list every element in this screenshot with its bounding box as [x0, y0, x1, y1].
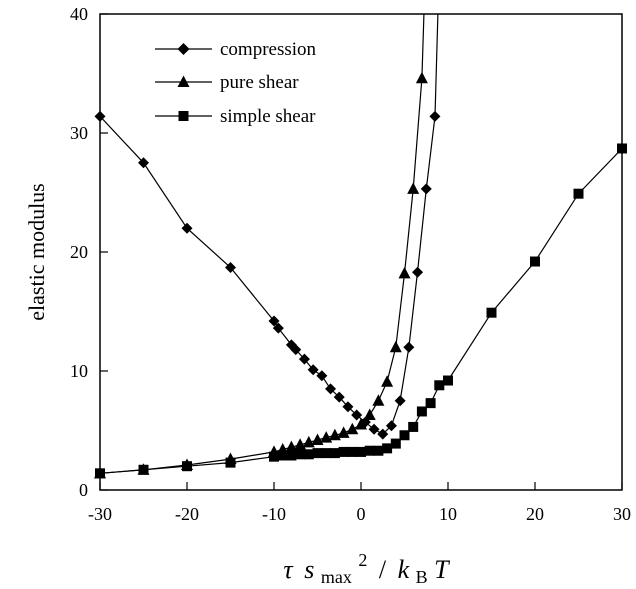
- legend: compression pure shear simple shear: [155, 39, 317, 127]
- point-simple-shear: [295, 449, 306, 460]
- point-simple-shear: [329, 448, 340, 459]
- x-axis-label-s: s: [304, 555, 314, 584]
- point-simple-shear: [434, 380, 445, 391]
- legend-item-pure-shear: pure shear: [155, 72, 299, 93]
- point-simple-shear: [225, 457, 236, 468]
- point-simple-shear: [312, 448, 323, 459]
- point-simple-shear: [486, 307, 497, 318]
- x-axis-label-k: k: [398, 555, 410, 584]
- x-axis-label-sub-b: B: [416, 567, 428, 587]
- point-simple-shear: [408, 421, 419, 432]
- legend-marker-compression: [177, 43, 190, 55]
- x-tick-label: 30: [613, 504, 631, 524]
- point-compression: [181, 222, 193, 234]
- x-axis-label-sup-2: 2: [358, 550, 367, 570]
- x-axis-label-slash: /: [379, 555, 387, 584]
- x-tick-label: 20: [526, 504, 544, 524]
- point-compression: [225, 261, 236, 273]
- point-compression: [316, 370, 328, 382]
- point-compression: [429, 110, 441, 122]
- x-axis-label-tau: τ: [283, 555, 294, 584]
- point-compression: [268, 315, 280, 327]
- legend-item-compression: compression: [155, 39, 317, 60]
- x-tick-label: -10: [262, 504, 286, 524]
- point-simple-shear: [443, 375, 453, 386]
- y-tick-label: 0: [79, 480, 88, 500]
- x-axis-label: τ s max 2 / k B T: [283, 543, 450, 589]
- point-simple-shear: [321, 448, 332, 459]
- y-tick-label: 40: [70, 4, 88, 24]
- point-compression: [342, 401, 354, 413]
- point-simple-shear: [364, 445, 375, 456]
- legend-marker-pure-shear: [177, 75, 190, 87]
- point-simple-shear: [390, 438, 401, 449]
- point-simple-shear: [269, 451, 279, 462]
- x-axis-label-sub-max: max: [321, 567, 352, 587]
- point-simple-shear: [182, 461, 192, 472]
- point-compression: [351, 409, 363, 421]
- x-tick-label: 0: [357, 504, 366, 524]
- ticks-layer: -30 -20 -10 0 10 20 30 0 10 20 30 40: [70, 4, 631, 524]
- point-compression: [298, 353, 310, 365]
- point-simple-shear: [425, 398, 436, 409]
- point-pure-shear: [363, 408, 376, 421]
- point-compression: [420, 183, 432, 195]
- point-pure-shear: [372, 394, 385, 406]
- point-compression: [290, 344, 302, 356]
- point-pure-shear: [355, 418, 367, 430]
- point-compression: [394, 395, 406, 407]
- legend-label-pure-shear: pure shear: [220, 72, 299, 93]
- y-axis-label: elastic modulus: [24, 183, 49, 320]
- x-tick-label: -20: [175, 504, 199, 524]
- point-compression: [333, 391, 345, 403]
- point-compression: [307, 364, 319, 376]
- y-tick-label: 20: [70, 242, 88, 262]
- point-simple-shear: [286, 450, 297, 461]
- point-compression: [403, 341, 415, 353]
- legend-item-simple-shear: simple shear: [155, 106, 316, 127]
- point-simple-shear: [138, 464, 149, 475]
- point-simple-shear: [347, 446, 358, 457]
- point-simple-shear: [356, 446, 366, 457]
- point-compression: [325, 383, 337, 395]
- point-compression: [412, 266, 424, 278]
- series-layer: [94, 14, 627, 479]
- point-pure-shear: [346, 422, 359, 435]
- y-tick-label: 10: [70, 361, 88, 381]
- point-compression: [138, 157, 149, 169]
- point-pure-shear: [389, 340, 402, 353]
- point-simple-shear: [373, 445, 384, 456]
- point-compression: [272, 322, 284, 334]
- point-pure-shear: [415, 71, 428, 84]
- series-line-compression: [100, 14, 439, 435]
- plot-frame: [99, 13, 623, 491]
- point-simple-shear: [338, 446, 349, 457]
- point-simple-shear: [303, 449, 314, 460]
- point-compression: [377, 428, 389, 440]
- legend-label-compression: compression: [220, 39, 317, 60]
- point-compression: [368, 423, 380, 435]
- point-simple-shear: [416, 406, 427, 417]
- legend-label-simple-shear: simple shear: [220, 106, 316, 127]
- point-simple-shear: [573, 188, 584, 199]
- x-tick-label: -30: [88, 504, 112, 524]
- point-simple-shear: [382, 443, 393, 454]
- x-axis-label-t: T: [434, 555, 450, 584]
- x-tick-label: 10: [439, 504, 457, 524]
- point-simple-shear: [399, 430, 410, 441]
- point-simple-shear: [277, 450, 288, 461]
- point-pure-shear: [337, 426, 350, 438]
- point-simple-shear: [530, 256, 540, 267]
- point-pure-shear: [407, 182, 420, 194]
- point-pure-shear: [398, 266, 411, 279]
- point-compression: [385, 420, 397, 432]
- legend-marker-simple-shear: [178, 111, 189, 121]
- y-tick-label: 30: [70, 123, 88, 143]
- point-pure-shear: [381, 375, 394, 387]
